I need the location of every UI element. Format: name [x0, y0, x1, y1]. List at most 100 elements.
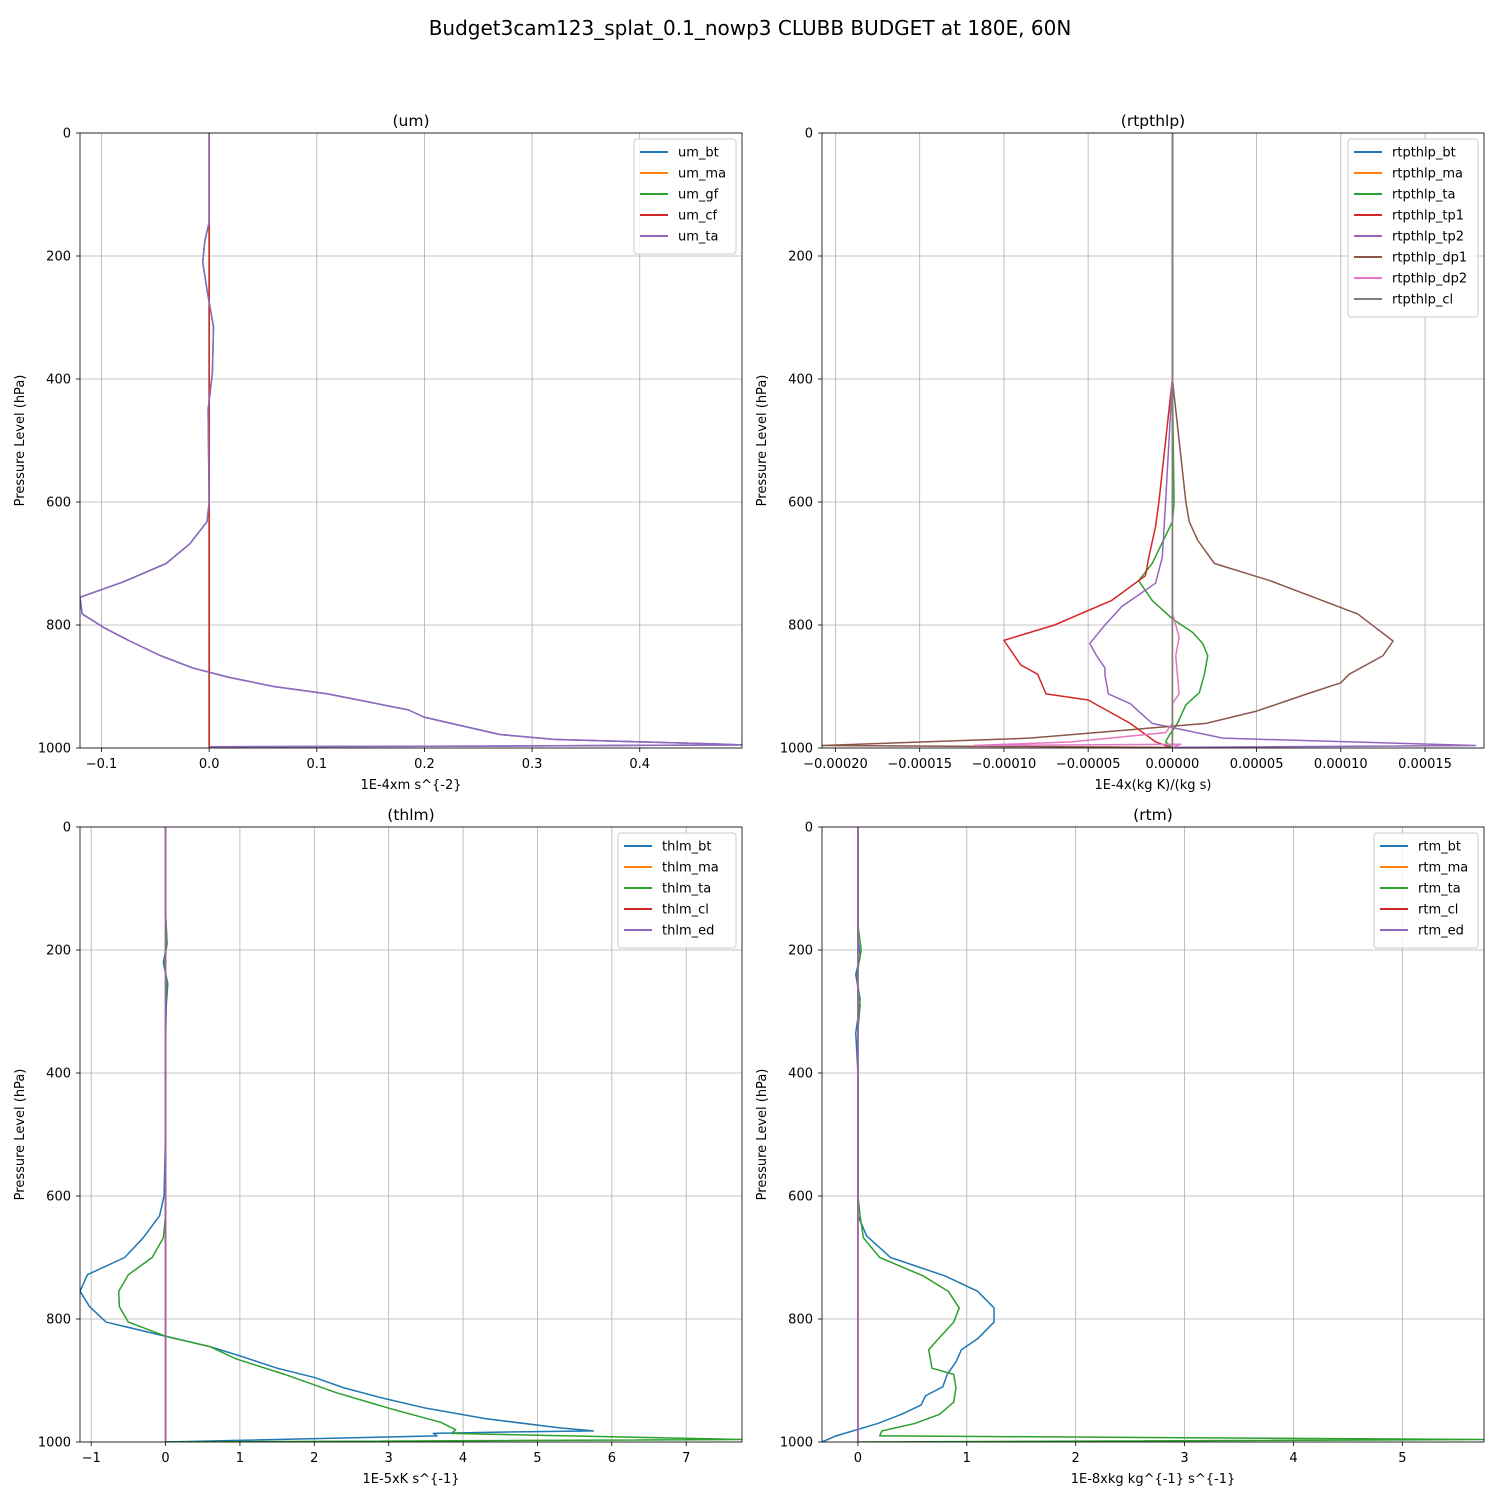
y-tick-label: 400 — [46, 1067, 71, 1082]
series-line-thlm_ta — [117, 827, 742, 1442]
x-tick-label: −0.00010 — [972, 757, 1037, 772]
y-tick-label: 1000 — [38, 742, 71, 757]
x-tick-label: 4 — [459, 1451, 467, 1466]
y-tick-label: 1000 — [38, 1436, 71, 1451]
x-axis-label: 1E-8xkg kg^{-1} s^{-1} — [1071, 1472, 1236, 1487]
y-tick-label: 0 — [805, 821, 813, 836]
x-tick-label: 0.2 — [414, 757, 435, 772]
y-tick-label: 800 — [46, 1313, 71, 1328]
y-tick-label: 200 — [46, 944, 71, 959]
y-tick-label: 400 — [788, 373, 813, 388]
subplot-3: 0 1 2 3 4 5 0 200 400 600 800 1000 (rtm) 1E-8xkg kg^{… — [755, 806, 1485, 1487]
y-tick-label: 200 — [788, 944, 813, 959]
axes-frame — [821, 132, 1485, 749]
x-tick-label: −0.00005 — [1056, 757, 1121, 772]
x-axis-label: 1E-4xm s^{-2} — [360, 778, 461, 793]
y-tick-label: 400 — [788, 1067, 813, 1082]
x-tick-label: 0.00010 — [1314, 757, 1368, 772]
series-group — [822, 827, 1484, 1442]
x-tick-label: 0 — [161, 1451, 169, 1466]
subplot-2: −1 0 1 2 3 4 5 6 7 0 200 400 600 800 1000 (thlm) 1E-5xK … — [13, 806, 743, 1487]
y-axis-label: Pressure Level (hPa) — [755, 1069, 770, 1201]
x-tick-label: 3 — [1180, 1451, 1188, 1466]
legend-label: rtpthlp_tp2 — [1392, 230, 1464, 245]
series-line-rtpthlp_tp2 — [1089, 133, 1477, 748]
legend: rtm_bt rtm_ma rtm_ta rtm_cl rtm_ed — [1373, 832, 1479, 949]
legend-label: thlm_bt — [662, 840, 711, 855]
x-tick-label: 0 — [854, 1451, 862, 1466]
x-tick-label: 7 — [682, 1451, 690, 1466]
legend-label: rtpthlp_tp1 — [1392, 209, 1464, 224]
x-tick-label: 5 — [533, 1451, 541, 1466]
legend-label: thlm_cl — [662, 903, 709, 918]
legend-label: rtm_bt — [1418, 840, 1461, 855]
series-line-um_ta — [80, 133, 742, 748]
y-tick-label: 600 — [788, 496, 813, 511]
y-tick-label: 800 — [46, 619, 71, 634]
legend-label: thlm_ma — [662, 861, 719, 876]
plot-area — [80, 133, 742, 748]
y-tick-label: 0 — [63, 127, 71, 142]
legend-box — [633, 138, 737, 255]
legend-label: rtpthlp_bt — [1392, 146, 1456, 161]
x-tick-label: 1 — [236, 1451, 244, 1466]
x-tick-label: −0.00020 — [803, 757, 868, 772]
x-tick-label: 0.1 — [306, 757, 327, 772]
legend-label: thlm_ed — [662, 924, 714, 939]
legend-label: rtm_cl — [1418, 903, 1458, 918]
subplot-title: (thlm) — [387, 806, 434, 824]
axes-frame — [79, 826, 743, 1443]
y-tick-label: 0 — [805, 127, 813, 142]
x-tick-label: −0.1 — [86, 757, 118, 772]
y-tick-label: 600 — [788, 1190, 813, 1205]
series-line-rtpthlp_tp1 — [1003, 133, 1174, 748]
legend-label: um_ta — [678, 230, 718, 245]
x-tick-label: 0.3 — [522, 757, 543, 772]
x-tick-label: 2 — [310, 1451, 318, 1466]
legend: rtpthlp_bt rtpthlp_ma rtpthlp_ta rtpthlp_tp… — [1347, 138, 1479, 318]
series-line-rtm_ta — [856, 827, 1484, 1442]
legend-label: rtm_ta — [1418, 882, 1461, 897]
series-group — [80, 133, 742, 748]
legend-box — [1373, 832, 1479, 949]
y-axis-label: Pressure Level (hPa) — [755, 375, 770, 507]
subplot-1: −0.00020 −0.00015 −0.00010 −0.00005 0.00000 0… — [755, 112, 1485, 793]
y-tick-label: 200 — [46, 250, 71, 265]
subplot-title: (um) — [392, 112, 429, 130]
legend-label: rtm_ma — [1418, 861, 1468, 876]
legend-box — [617, 832, 737, 949]
legend-label: rtpthlp_ta — [1392, 188, 1455, 203]
legend-box — [1347, 138, 1479, 318]
x-tick-label: 5 — [1398, 1451, 1406, 1466]
series-line-rtpthlp_dp1 — [822, 133, 1394, 748]
x-tick-label: −1 — [82, 1451, 101, 1466]
figure-title: Budget3cam123_splat_0.1_nowp3 CLUBB BUDG… — [428, 16, 1072, 40]
legend-label: rtpthlp_dp1 — [1392, 251, 1467, 266]
x-axis-label: 1E-4x(kg K)/(kg s) — [1095, 778, 1212, 793]
y-tick-label: 1000 — [780, 742, 813, 757]
legend-label: rtm_ed — [1418, 924, 1464, 939]
legend: um_bt um_ma um_gf um_cf um_ta — [633, 138, 737, 255]
x-axis-label: 1E-5xK s^{-1} — [363, 1472, 460, 1487]
legend-label: um_cf — [678, 209, 718, 224]
x-tick-label: 6 — [608, 1451, 616, 1466]
y-tick-label: 800 — [788, 619, 813, 634]
y-tick-label: 0 — [63, 821, 71, 836]
subplot-0: −0.1 0.0 0.1 0.2 0.3 0.4 0 200 400 600 800 1000 (um)… — [13, 112, 743, 793]
x-tick-label: 0.00005 — [1230, 757, 1284, 772]
series-group — [80, 827, 742, 1442]
subplot-title: (rtpthlp) — [1121, 112, 1185, 130]
y-tick-label: 200 — [788, 250, 813, 265]
x-tick-label: 4 — [1289, 1451, 1297, 1466]
x-tick-label: 3 — [385, 1451, 393, 1466]
legend-label: rtpthlp_cl — [1392, 293, 1453, 308]
legend-label: um_bt — [678, 146, 719, 161]
legend: thlm_bt thlm_ma thlm_ta thlm_cl thlm_ed — [617, 832, 737, 949]
y-tick-label: 600 — [46, 496, 71, 511]
y-tick-label: 600 — [46, 1190, 71, 1205]
x-tick-label: 1 — [963, 1451, 971, 1466]
y-axis-label: Pressure Level (hPa) — [13, 375, 28, 507]
x-tick-label: 0.00015 — [1398, 757, 1452, 772]
x-tick-label: 2 — [1072, 1451, 1080, 1466]
